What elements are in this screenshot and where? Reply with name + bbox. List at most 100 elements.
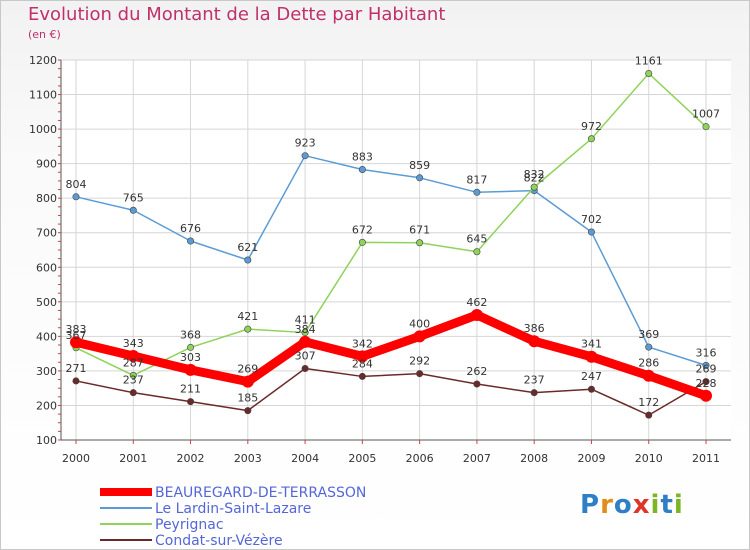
series-line	[75, 367, 707, 416]
data-point	[72, 377, 80, 385]
data-label: 237	[123, 374, 144, 387]
y-tick-label: 300	[36, 365, 57, 378]
data-label: 804	[66, 178, 87, 191]
data-point	[244, 325, 252, 333]
x-tick-label: 2002	[177, 452, 205, 465]
data-label: 923	[295, 137, 316, 150]
data-label: 316	[696, 346, 717, 359]
data-label: 972	[581, 120, 602, 133]
data-label: 307	[295, 349, 316, 362]
data-point	[585, 350, 598, 363]
data-point	[187, 237, 195, 245]
data-point	[356, 350, 369, 363]
data-point	[129, 371, 137, 379]
data-point	[358, 166, 366, 174]
data-label: 386	[524, 322, 545, 335]
data-point	[473, 380, 481, 388]
data-label: 269	[696, 363, 717, 376]
data-label: 262	[466, 365, 487, 378]
data-point	[642, 369, 655, 382]
data-label: 341	[581, 338, 602, 351]
data-label: 211	[180, 383, 201, 396]
data-label: 671	[409, 224, 430, 237]
y-tick-label: 600	[36, 261, 57, 274]
data-label: 271	[66, 362, 87, 375]
data-point	[645, 411, 653, 419]
data-label: 462	[466, 296, 487, 309]
legend-label: Peyrignac	[155, 517, 224, 533]
x-tick-label: 2001	[119, 452, 147, 465]
data-point	[301, 152, 309, 160]
data-point	[700, 389, 712, 402]
data-label: 411	[295, 314, 316, 327]
data-label: 269	[237, 363, 258, 376]
x-tick-label: 2003	[234, 452, 262, 465]
x-tick-label: 2008	[520, 452, 548, 465]
data-point	[530, 183, 538, 191]
data-point	[473, 248, 481, 256]
y-tick-label: 200	[36, 399, 57, 412]
x-tick-label: 2000	[62, 452, 90, 465]
data-label: 369	[638, 328, 659, 341]
data-label: 247	[581, 370, 602, 383]
data-label: 342	[352, 337, 373, 350]
x-tick-label: 2010	[635, 452, 663, 465]
x-tick-label: 2005	[348, 452, 376, 465]
y-tick-label: 500	[36, 296, 57, 309]
data-point	[645, 69, 653, 77]
data-point	[187, 343, 195, 351]
y-tick-label: 400	[36, 330, 57, 343]
y-tick-label: 1000	[29, 123, 57, 136]
data-point	[702, 361, 710, 369]
data-label: 1007	[692, 108, 720, 121]
data-point	[702, 378, 710, 386]
data-label: 859	[409, 159, 430, 172]
y-tick-label: 1200	[29, 54, 57, 67]
data-point	[127, 350, 140, 363]
data-label: 702	[581, 213, 602, 226]
data-point	[587, 228, 595, 236]
legend-label: BEAUREGARD-DE-TERRASSON	[155, 485, 366, 501]
x-tick-label: 2004	[291, 452, 319, 465]
data-point	[416, 239, 424, 247]
data-point	[244, 256, 252, 264]
data-point	[587, 135, 595, 143]
data-point	[358, 372, 366, 380]
data-label: 765	[123, 191, 144, 204]
data-label: 172	[638, 396, 659, 409]
data-label: 287	[123, 356, 144, 369]
data-point	[241, 375, 254, 388]
series-line	[75, 154, 707, 367]
plot-area	[61, 60, 731, 440]
data-label: 621	[237, 241, 258, 254]
data-label: 368	[180, 328, 201, 341]
chart-title: Evolution du Montant de la Dette par Hab…	[28, 4, 446, 25]
series-line	[75, 72, 707, 377]
y-tick-label: 900	[36, 158, 57, 171]
data-label: 185	[237, 392, 258, 405]
data-label: 676	[180, 222, 201, 235]
data-point	[702, 123, 710, 131]
data-label: 343	[123, 337, 144, 350]
data-point	[301, 329, 309, 337]
data-label: 384	[295, 323, 316, 336]
data-label: 367	[66, 329, 87, 342]
data-point	[129, 206, 137, 214]
data-label: 237	[524, 374, 545, 387]
data-label: 883	[352, 151, 373, 164]
legend-label: Le Lardin-Saint-Lazare	[155, 501, 311, 517]
data-point	[299, 335, 312, 348]
chart-unit: (en €)	[28, 28, 61, 41]
data-point	[413, 330, 426, 343]
data-label: 421	[237, 310, 258, 323]
y-tick-label: 100	[36, 434, 57, 447]
data-point	[470, 308, 483, 321]
data-label: 286	[638, 357, 659, 370]
data-label: 383	[66, 323, 87, 336]
y-tick-label: 700	[36, 227, 57, 240]
x-tick-label: 2007	[463, 452, 491, 465]
data-label: 303	[180, 351, 201, 364]
data-point	[530, 389, 538, 397]
data-label: 228	[696, 377, 717, 390]
x-tick-label: 2011	[692, 452, 720, 465]
